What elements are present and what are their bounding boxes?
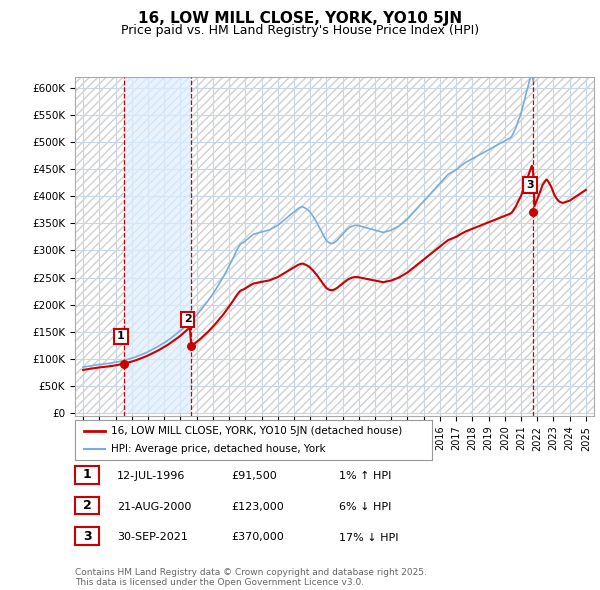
Text: 1: 1 bbox=[83, 468, 91, 481]
Text: 2: 2 bbox=[83, 499, 91, 512]
Text: 1% ↑ HPI: 1% ↑ HPI bbox=[339, 471, 391, 481]
Text: Contains HM Land Registry data © Crown copyright and database right 2025.
This d: Contains HM Land Registry data © Crown c… bbox=[75, 568, 427, 587]
Point bbox=[119, 359, 129, 368]
Text: 3: 3 bbox=[526, 181, 534, 190]
Text: 16, LOW MILL CLOSE, YORK, YO10 5JN: 16, LOW MILL CLOSE, YORK, YO10 5JN bbox=[138, 11, 462, 25]
Bar bbox=[124, 77, 191, 413]
Text: Price paid vs. HM Land Registry's House Price Index (HPI): Price paid vs. HM Land Registry's House … bbox=[121, 24, 479, 37]
Text: 3: 3 bbox=[83, 530, 91, 543]
Point bbox=[186, 342, 196, 351]
Text: 2: 2 bbox=[184, 314, 191, 325]
Text: HPI: Average price, detached house, York: HPI: Average price, detached house, York bbox=[111, 444, 325, 454]
Text: £370,000: £370,000 bbox=[231, 533, 284, 542]
Point bbox=[529, 208, 538, 217]
Text: 12-JUL-1996: 12-JUL-1996 bbox=[117, 471, 185, 481]
Text: 1: 1 bbox=[117, 332, 125, 342]
Text: 17% ↓ HPI: 17% ↓ HPI bbox=[339, 533, 398, 542]
Text: 30-SEP-2021: 30-SEP-2021 bbox=[117, 533, 188, 542]
Text: £123,000: £123,000 bbox=[231, 502, 284, 512]
Text: 6% ↓ HPI: 6% ↓ HPI bbox=[339, 502, 391, 512]
Text: £91,500: £91,500 bbox=[231, 471, 277, 481]
Text: 21-AUG-2000: 21-AUG-2000 bbox=[117, 502, 191, 512]
Text: 16, LOW MILL CLOSE, YORK, YO10 5JN (detached house): 16, LOW MILL CLOSE, YORK, YO10 5JN (deta… bbox=[111, 426, 402, 436]
